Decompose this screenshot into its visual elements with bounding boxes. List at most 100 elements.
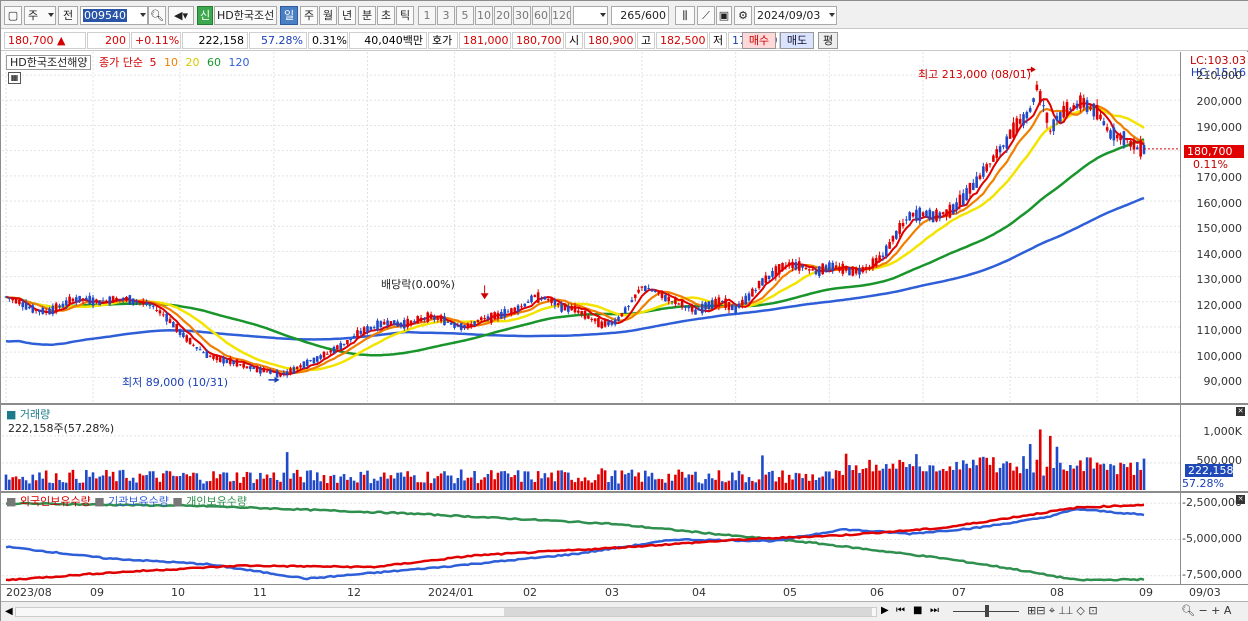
panel-divider[interactable] <box>1 403 1248 405</box>
first-page-icon[interactable]: ⏮ <box>896 605 905 616</box>
candle-body <box>587 315 590 319</box>
save-icon[interactable]: ▣ <box>716 6 732 25</box>
candle-body <box>677 303 681 305</box>
volume-bar <box>21 476 25 490</box>
gear-icon[interactable]: ⚙ <box>734 6 752 25</box>
candle-body <box>403 319 406 329</box>
interval-10[interactable]: 10 <box>475 6 493 25</box>
new-badge: 신 <box>197 6 213 25</box>
candle-body <box>389 321 393 326</box>
volume-bar <box>218 474 222 490</box>
stop-icon[interactable]: ■ <box>913 605 923 616</box>
candle-body <box>108 296 112 305</box>
interval-3[interactable]: 3 <box>437 6 455 25</box>
volume-bar <box>1132 474 1136 490</box>
tools-icons[interactable]: ⊞⊟ ⌖ ⟂⟂ ◇ ⊡ <box>1027 604 1098 617</box>
grid-icon[interactable]: ▦ <box>8 72 21 84</box>
ma60-label: 60 <box>206 56 221 69</box>
tab-year[interactable]: 년 <box>338 6 356 25</box>
candle-body <box>74 297 78 303</box>
volume-bar <box>242 477 245 490</box>
y-tick-90000: 90,000 <box>1203 375 1243 388</box>
sell-button[interactable]: 매도 <box>780 32 814 49</box>
volume-bar <box>282 472 286 490</box>
tab-month[interactable]: 월 <box>319 6 337 25</box>
zoom-icons[interactable]: 🔍︎ − + A <box>1181 604 1232 617</box>
interval-5[interactable]: 5 <box>456 6 474 25</box>
custom-interval-select[interactable] <box>573 6 608 25</box>
last-page-icon[interactable]: ⏭ <box>930 605 939 616</box>
volume-bar <box>473 471 476 490</box>
candle-body <box>781 262 784 271</box>
stock-code-input[interactable]: 009540 <box>80 6 148 25</box>
scroll-thumb[interactable] <box>504 608 872 616</box>
tab-tick[interactable]: 틱 <box>396 6 414 25</box>
interval-60[interactable]: 60 <box>532 6 550 25</box>
volume-bar <box>784 482 788 490</box>
date-input[interactable]: 2024/09/03 <box>754 6 837 25</box>
evaluate-button[interactable]: 평 <box>818 32 838 49</box>
volume-bar <box>1075 465 1079 490</box>
tab-second[interactable]: 초 <box>377 6 395 25</box>
layout-icon[interactable]: ▢ <box>4 6 22 25</box>
scroll-left-icon[interactable]: ◀ <box>5 606 13 617</box>
horizontal-scrollbar[interactable] <box>15 607 877 617</box>
candle-body <box>486 316 490 320</box>
volume-bar <box>279 481 282 490</box>
interval-120[interactable]: 120 <box>551 6 571 25</box>
scroll-right-icon[interactable]: ▶ <box>881 605 889 616</box>
volume-bar <box>731 472 734 490</box>
panel-divider-2[interactable] <box>1 491 1248 493</box>
volume-bar <box>583 477 587 490</box>
candle-body <box>864 266 868 270</box>
volume-bar <box>516 470 520 490</box>
volume-bar <box>577 477 580 490</box>
interval-30[interactable]: 30 <box>513 6 531 25</box>
type-select[interactable]: 주 <box>24 6 56 25</box>
interval-20[interactable]: 20 <box>494 6 512 25</box>
volume-bar <box>111 471 115 490</box>
count-input[interactable]: 265/600 <box>611 6 669 25</box>
volume-chart[interactable] <box>2 405 1180 491</box>
close-icon[interactable]: ✕ <box>1236 495 1245 504</box>
volume-bar <box>620 470 624 490</box>
candle-body <box>975 176 978 188</box>
zoom-slider-handle[interactable] <box>985 605 989 617</box>
candle-body <box>834 265 838 269</box>
interval-1[interactable]: 1 <box>418 6 436 25</box>
candle-body <box>225 359 229 363</box>
volume-bar <box>453 483 456 490</box>
candle-body <box>71 298 75 302</box>
price-chart[interactable] <box>2 52 1180 403</box>
market-button[interactable]: 전 <box>58 6 78 25</box>
draw-line-icon[interactable]: ⟋ <box>697 6 715 25</box>
candle-body <box>165 313 168 322</box>
close-icon[interactable]: ✕ <box>1236 407 1245 416</box>
hc-label: HC:-15.16 <box>1190 66 1246 79</box>
candle-body <box>1015 118 1019 134</box>
volume-bar <box>396 472 399 490</box>
volume-bar <box>61 482 65 490</box>
volume-bar <box>1136 462 1139 490</box>
volume-bar <box>315 472 319 490</box>
tab-minute[interactable]: 분 <box>358 6 376 25</box>
candle-body <box>553 299 557 306</box>
tab-day[interactable]: 일 <box>280 6 298 25</box>
candle-body <box>878 255 881 262</box>
volume-bar <box>874 464 878 490</box>
x-label-current-date: 09/03 <box>1189 586 1221 599</box>
volume-bar <box>643 470 647 490</box>
search-icon[interactable]: 🔍︎ <box>148 6 166 25</box>
bottom-toolbar: ◀ ▶ ⏮ ■ ⏭ ⊞⊟ ⌖ ⟂⟂ ◇ ⊡ 🔍︎ − + A <box>1 601 1248 621</box>
holdings-chart[interactable] <box>2 493 1180 584</box>
candle-body <box>346 340 349 345</box>
volume-bar <box>135 482 138 490</box>
buy-button[interactable]: 매수 <box>742 32 776 49</box>
candle-body <box>871 258 875 269</box>
tab-week[interactable]: 주 <box>300 6 318 25</box>
volume-bar <box>175 476 178 490</box>
foreign-holdings-line <box>5 503 1145 582</box>
candle-icon[interactable]: ⫼ <box>675 6 695 25</box>
candle-body <box>1085 100 1089 113</box>
sound-icon[interactable]: ◀▾ <box>168 6 194 25</box>
